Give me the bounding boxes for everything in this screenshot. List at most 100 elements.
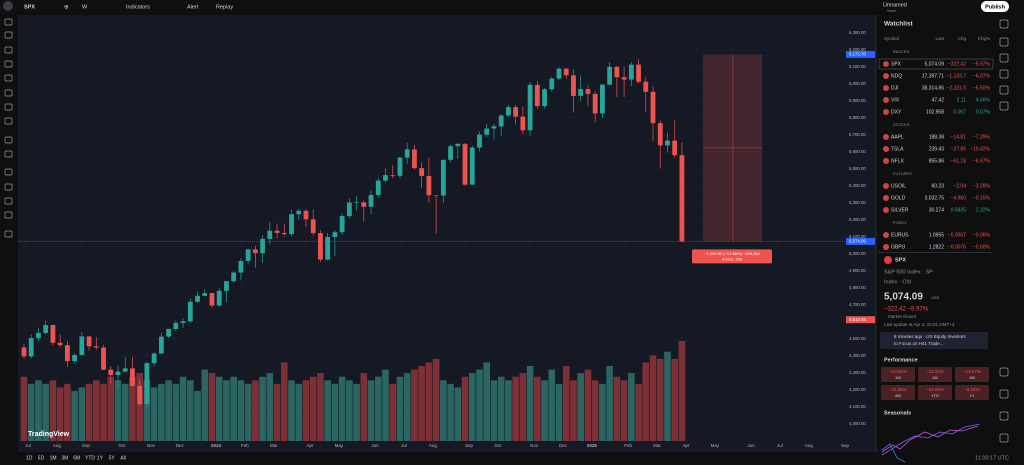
section-label: STOCKS — [893, 122, 910, 127]
measure-text: 4 bars, 28d — [722, 256, 742, 261]
section-label: FUTURES — [893, 171, 912, 176]
strip-icon[interactable] — [999, 367, 1009, 377]
news-line[interactable]: to Focus on H41 Trade... — [894, 341, 944, 346]
row-last: 17,397.71 — [922, 73, 944, 79]
volume-bar — [649, 355, 657, 441]
candle-body — [310, 219, 316, 234]
row-change: 0.6835 — [951, 207, 967, 213]
watchlist-title[interactable]: Watchlist — [884, 21, 913, 28]
tool-icon[interactable] — [4, 18, 13, 26]
volume-bar — [664, 351, 671, 441]
y-tick-label: 5,300.00 — [849, 200, 866, 205]
row-symbol[interactable]: GOLD — [891, 195, 906, 201]
row-symbol[interactable]: DJI — [891, 85, 899, 91]
volume-bar — [432, 358, 440, 441]
tool-icon[interactable] — [4, 31, 13, 39]
symbol-search[interactable]: SPX — [24, 4, 35, 10]
range-button[interactable]: 5D — [38, 455, 45, 461]
range-button[interactable]: 1Y — [97, 455, 104, 461]
tool-icon[interactable] — [4, 103, 13, 111]
volume-bar — [577, 373, 585, 441]
side-icons — [999, 19, 1009, 443]
strip-icon[interactable] — [999, 19, 1009, 29]
candle-body — [368, 195, 374, 207]
add-symbol[interactable]: ⊕ — [64, 4, 69, 10]
tool-icon[interactable] — [4, 230, 13, 238]
y-tick-label: 4,500.00 — [849, 336, 866, 341]
row-change: −4.960 — [951, 195, 967, 201]
tool-icon[interactable] — [4, 197, 13, 205]
range-button[interactable]: 1M — [50, 455, 57, 461]
strip-icon[interactable] — [999, 433, 1009, 443]
candle-body — [224, 281, 229, 291]
tool-icon[interactable] — [4, 136, 13, 144]
y-tick-label: 5,200.00 — [849, 217, 866, 222]
save-label[interactable]: Save — [887, 8, 897, 13]
chart-layer: 4,000.00 4,100.00 4,200.00 4,300.00 4,400.00… — [18, 15, 866, 448]
x-tick-label: Jul — [777, 443, 783, 448]
tool-icon[interactable] — [4, 74, 13, 82]
x-tick-label: Sep — [465, 443, 474, 448]
strip-icon[interactable] — [999, 37, 1009, 47]
row-symbol[interactable]: AAPL — [891, 134, 904, 140]
tool-icon[interactable] — [4, 117, 13, 125]
range-button[interactable]: YTD — [85, 455, 95, 461]
range-button[interactable]: All — [120, 455, 126, 461]
volume-bar — [635, 383, 642, 441]
strip-icon[interactable] — [999, 85, 1009, 95]
candle-body — [108, 369, 114, 376]
tool-icon[interactable] — [4, 46, 13, 54]
range-button[interactable]: 1D — [26, 455, 33, 461]
candle-body — [477, 134, 482, 148]
row-icon — [883, 109, 889, 115]
tool-icon[interactable] — [4, 183, 13, 191]
row-icon — [883, 146, 889, 152]
row-symbol[interactable]: TSLA — [891, 146, 904, 152]
volume-bar — [143, 380, 151, 441]
tool-icon[interactable] — [4, 89, 13, 97]
row-change: 2.11 — [957, 97, 967, 103]
tool-icon[interactable] — [4, 150, 13, 158]
row-symbol[interactable]: NFLX — [891, 158, 904, 164]
volume-bar — [309, 376, 317, 441]
row-icon — [883, 61, 889, 67]
tool-icon[interactable] — [4, 211, 13, 219]
strip-icon[interactable] — [999, 411, 1009, 421]
publish-label[interactable]: Publish — [985, 4, 1006, 10]
volume-bar — [35, 380, 42, 441]
volume-bar — [591, 380, 599, 441]
candle-body — [600, 84, 605, 114]
strip-icon[interactable] — [999, 389, 1009, 399]
strip-icon[interactable] — [999, 53, 1009, 63]
row-symbol[interactable]: EURUS — [891, 232, 909, 238]
row-symbol[interactable]: VIX — [891, 97, 900, 103]
range-button[interactable]: 3M — [61, 455, 68, 461]
row-symbol[interactable]: DXY — [891, 109, 902, 115]
row-symbol[interactable]: NDQ — [891, 73, 902, 79]
row-symbol[interactable]: SILVER — [891, 207, 909, 213]
alert-button[interactable]: Alert — [187, 4, 199, 10]
replay-button[interactable]: Replay — [216, 4, 233, 10]
layout-name[interactable]: Unnamed — [883, 2, 907, 8]
avatar[interactable] — [3, 1, 13, 11]
candle-body — [137, 385, 143, 405]
news-line[interactable]: 8 minutes ago · US Equity Investors — [894, 334, 967, 339]
row-last: 855.86 — [929, 158, 945, 164]
x-tick-label: Oct — [118, 443, 126, 448]
strip-icon[interactable] — [999, 69, 1009, 79]
interval[interactable]: W — [82, 4, 88, 10]
row-icon — [883, 134, 889, 140]
row-symbol[interactable]: SPX — [891, 61, 902, 67]
row-symbol[interactable]: USOIL — [891, 183, 906, 189]
range-button[interactable]: 5Y — [109, 455, 116, 461]
indicators-button[interactable]: Indicators — [126, 4, 150, 10]
strip-icon[interactable] — [999, 101, 1009, 111]
candle-body — [397, 157, 403, 176]
range-button[interactable]: 6M — [73, 455, 80, 461]
tool-icon[interactable] — [4, 60, 13, 68]
volume-bar — [512, 376, 519, 441]
publish-button[interactable] — [981, 1, 1009, 12]
tool-icon[interactable] — [4, 168, 13, 176]
news-box[interactable] — [880, 332, 988, 349]
row-symbol[interactable]: GBPU — [891, 244, 906, 250]
